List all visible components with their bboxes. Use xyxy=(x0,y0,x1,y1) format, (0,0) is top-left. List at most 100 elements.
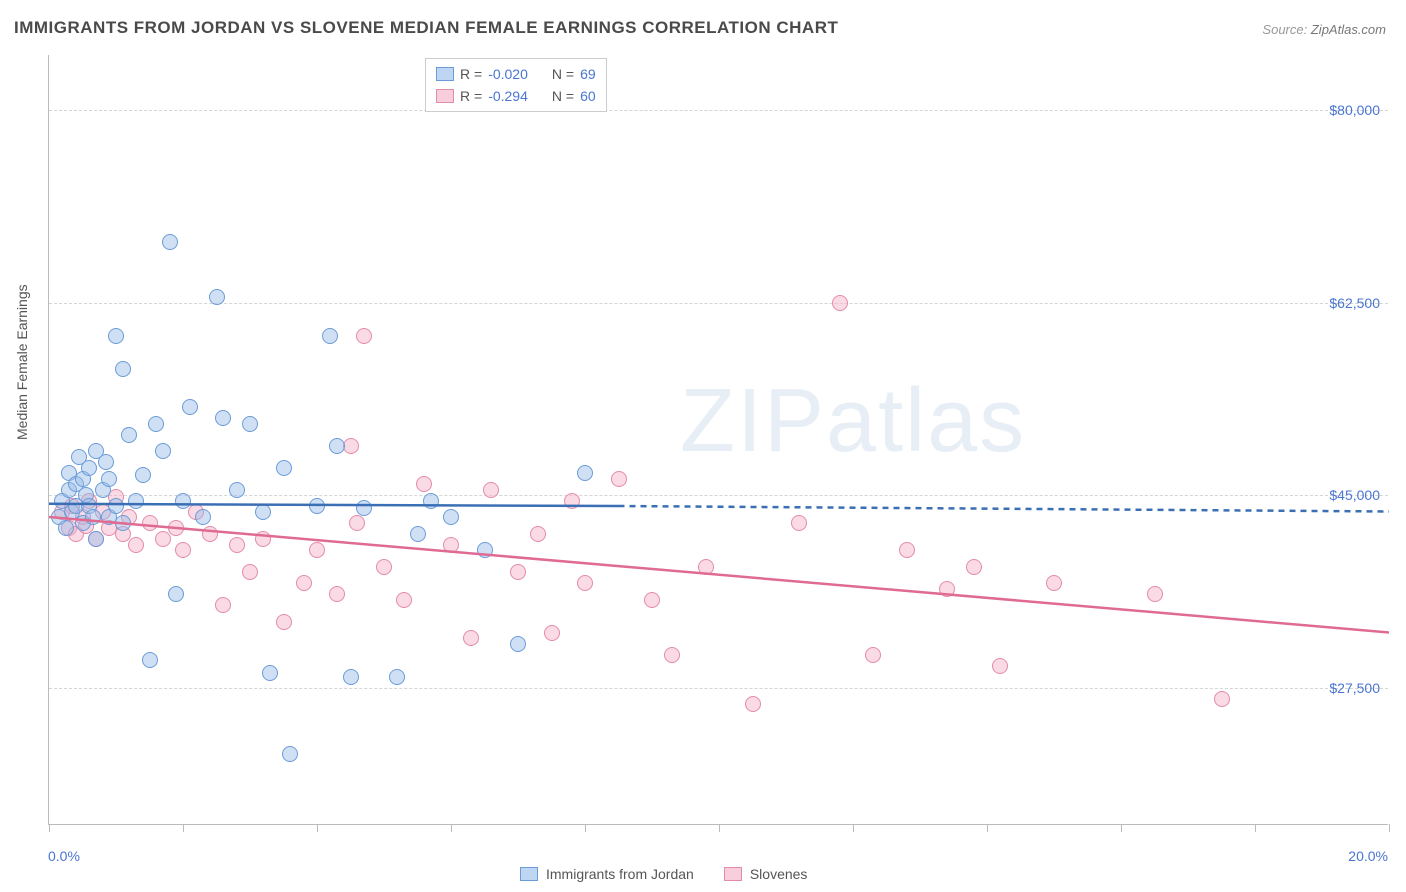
data-point xyxy=(510,564,526,580)
y-tick-label: $27,500 xyxy=(1329,680,1380,696)
data-point xyxy=(745,696,761,712)
data-point xyxy=(992,658,1008,674)
data-point xyxy=(108,498,124,514)
data-point xyxy=(791,515,807,531)
x-tick xyxy=(987,824,988,832)
source-value: ZipAtlas.com xyxy=(1311,22,1386,37)
x-tick xyxy=(183,824,184,832)
data-point xyxy=(282,746,298,762)
x-tick xyxy=(585,824,586,832)
x-tick xyxy=(1121,824,1122,832)
data-point xyxy=(329,438,345,454)
data-point xyxy=(309,498,325,514)
source-label: Source: xyxy=(1262,22,1307,37)
data-point xyxy=(416,476,432,492)
data-point xyxy=(939,581,955,597)
data-point xyxy=(577,465,593,481)
legend-swatch xyxy=(436,89,454,103)
x-axis-max-label: 20.0% xyxy=(1348,848,1388,864)
scatter-chart: $27,500$45,000$62,500$80,000 xyxy=(48,55,1388,825)
data-point xyxy=(162,234,178,250)
data-point xyxy=(262,665,278,681)
data-point xyxy=(483,482,499,498)
gridline xyxy=(49,495,1388,496)
r-label: R = xyxy=(460,85,482,107)
data-point xyxy=(644,592,660,608)
legend-swatch xyxy=(436,67,454,81)
data-point xyxy=(255,504,271,520)
data-point xyxy=(349,515,365,531)
gridline xyxy=(49,688,1388,689)
data-point xyxy=(98,454,114,470)
x-tick xyxy=(49,824,50,832)
r-value: -0.294 xyxy=(488,85,528,107)
data-point xyxy=(329,586,345,602)
data-point xyxy=(128,537,144,553)
data-point xyxy=(175,493,191,509)
gridline xyxy=(49,110,1388,111)
x-tick xyxy=(1255,824,1256,832)
data-point xyxy=(966,559,982,575)
x-axis-min-label: 0.0% xyxy=(48,848,80,864)
data-point xyxy=(276,460,292,476)
n-label: N = xyxy=(552,85,574,107)
legend-label: Slovenes xyxy=(750,866,808,882)
data-point xyxy=(142,515,158,531)
data-point xyxy=(242,416,258,432)
source-attribution: Source: ZipAtlas.com xyxy=(1262,22,1386,37)
data-point xyxy=(115,515,131,531)
data-point xyxy=(58,520,74,536)
data-point xyxy=(356,328,372,344)
data-point xyxy=(698,559,714,575)
data-point xyxy=(1147,586,1163,602)
y-tick-label: $80,000 xyxy=(1329,102,1380,118)
data-point xyxy=(611,471,627,487)
x-tick xyxy=(1389,824,1390,832)
data-point xyxy=(108,328,124,344)
data-point xyxy=(564,493,580,509)
data-point xyxy=(1046,575,1062,591)
data-point xyxy=(309,542,325,558)
data-point xyxy=(215,597,231,613)
data-point xyxy=(175,542,191,558)
correlation-legend: R =-0.020N =69R = -0.294 N = 60 xyxy=(425,58,607,112)
data-point xyxy=(510,636,526,652)
n-value: 60 xyxy=(580,85,596,107)
data-point xyxy=(1214,691,1230,707)
data-point xyxy=(128,493,144,509)
n-value: 69 xyxy=(580,63,596,85)
data-point xyxy=(85,509,101,525)
data-point xyxy=(296,575,312,591)
data-point xyxy=(356,500,372,516)
x-tick xyxy=(451,824,452,832)
data-point xyxy=(229,482,245,498)
y-tick-label: $62,500 xyxy=(1329,295,1380,311)
data-point xyxy=(242,564,258,580)
data-point xyxy=(410,526,426,542)
data-point xyxy=(135,467,151,483)
legend-label: Immigrants from Jordan xyxy=(546,866,694,882)
data-point xyxy=(209,289,225,305)
data-point xyxy=(155,531,171,547)
data-point xyxy=(477,542,493,558)
data-point xyxy=(396,592,412,608)
data-point xyxy=(389,669,405,685)
data-point xyxy=(148,416,164,432)
data-point xyxy=(229,537,245,553)
r-label: R = xyxy=(460,63,482,85)
legend-item: Immigrants from Jordan xyxy=(520,866,694,882)
y-axis-title: Median Female Earnings xyxy=(14,284,30,440)
data-point xyxy=(168,520,184,536)
data-point xyxy=(865,647,881,663)
data-point xyxy=(215,410,231,426)
data-point xyxy=(832,295,848,311)
legend-swatch xyxy=(520,867,538,881)
data-point xyxy=(195,509,211,525)
data-point xyxy=(202,526,218,542)
data-point xyxy=(88,531,104,547)
data-point xyxy=(443,509,459,525)
trend-lines xyxy=(49,55,1389,825)
data-point xyxy=(443,537,459,553)
legend-item: Slovenes xyxy=(724,866,808,882)
legend-row: R =-0.020N =69 xyxy=(436,63,596,85)
